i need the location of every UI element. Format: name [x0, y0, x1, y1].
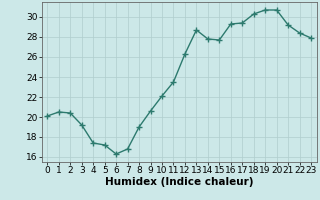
X-axis label: Humidex (Indice chaleur): Humidex (Indice chaleur): [105, 177, 253, 187]
